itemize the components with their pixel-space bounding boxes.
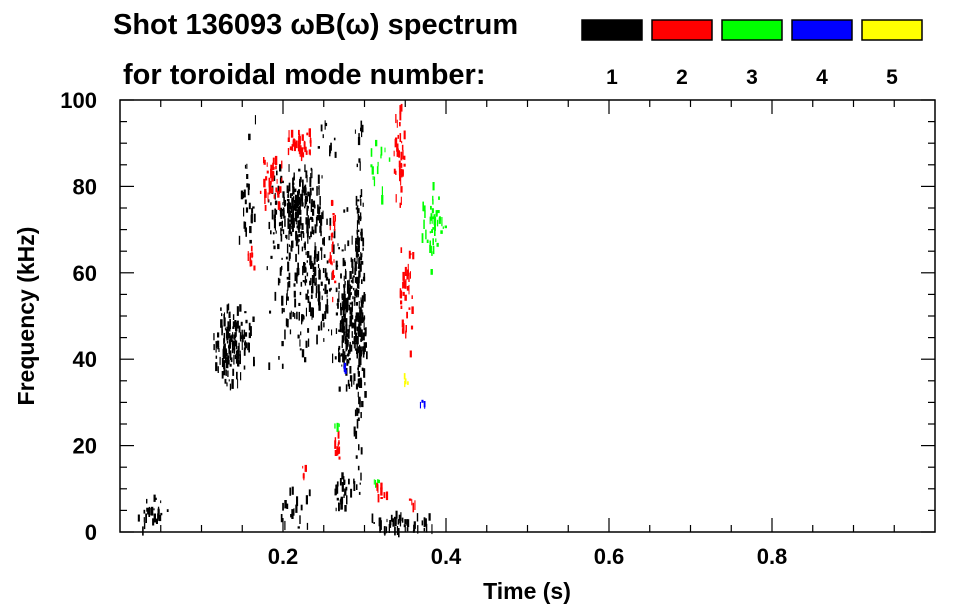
y-axis-label: Frequency (kHz)	[13, 227, 39, 406]
axis-ticks: 0.2 0.4 0.6 0.8 0 20 40 60 80 100	[60, 88, 935, 569]
mode-2-region-2	[247, 245, 256, 271]
x-axis-label: Time (s)	[483, 578, 571, 604]
mode-4-region-1	[419, 399, 426, 409]
y-tick-label: 80	[73, 174, 97, 199]
legend-label-4: 4	[816, 66, 828, 89]
legend-swatch-5	[861, 19, 923, 41]
mode-1-region-0	[137, 494, 169, 536]
plot-frame	[119, 99, 936, 533]
mode-1-region-2	[238, 115, 256, 245]
mode-1-region-6	[353, 120, 366, 495]
y-tick-label: 0	[85, 520, 97, 545]
mode-3-region-0	[370, 139, 391, 205]
y-tick-label: 40	[73, 347, 97, 372]
chart-title: Shot 136093 ωB(ω) spectrum	[113, 9, 518, 41]
mode-2-region-3	[328, 199, 337, 303]
series-mode-1	[137, 115, 433, 538]
x-tick-label: 0.2	[268, 544, 299, 569]
spectrogram-marks	[137, 103, 447, 538]
y-tick-label: 60	[73, 261, 97, 286]
legend-swatch-3	[721, 19, 783, 41]
mode-2-region-1	[287, 128, 312, 162]
mode-3-region-2	[334, 422, 340, 432]
legend-swatch-1	[581, 19, 643, 41]
legend-label-5: 5	[886, 66, 898, 89]
mode-5-region-0	[403, 373, 409, 388]
mode-2-region-6	[302, 464, 307, 481]
mode-1-region-7	[280, 486, 311, 531]
series-mode-3	[334, 139, 447, 488]
mode-2-region-0	[259, 155, 283, 211]
mode-1-region-8	[334, 472, 353, 512]
mode-2-region-8	[376, 482, 389, 503]
mode-1-region-4	[266, 198, 355, 370]
mode-1-region-10	[317, 120, 337, 158]
mode-3-region-3	[373, 479, 380, 488]
x-tick-label: 0.4	[431, 544, 462, 569]
x-tick-label: 0.6	[594, 544, 625, 569]
mode-2-region-4	[393, 103, 406, 208]
mode-2-region-9	[408, 498, 416, 513]
legend-label-2: 2	[676, 66, 688, 89]
mode-2-region-7	[334, 430, 341, 460]
mode-2-region-5	[399, 247, 415, 358]
series-mode-5	[403, 373, 409, 388]
series-mode-2	[247, 103, 416, 513]
x-tick-label: 0.8	[757, 544, 788, 569]
mode-3-region-1	[421, 182, 447, 275]
legend: 1 2 3 4 5	[581, 19, 923, 89]
chart-subtitle: for toroidal mode number:	[123, 59, 486, 91]
mode-1-region-1	[213, 303, 255, 391]
mode-1-region-3	[267, 164, 324, 258]
y-tick-label: 20	[73, 434, 97, 459]
series-mode-4	[343, 362, 426, 409]
legend-swatch-4	[791, 19, 853, 41]
mode-4-region-0	[343, 362, 347, 374]
legend-label-1: 1	[606, 66, 618, 89]
legend-swatch-2	[651, 19, 713, 41]
y-tick-label: 100	[60, 88, 97, 113]
mode-1-region-9	[371, 510, 433, 538]
legend-label-3: 3	[746, 66, 758, 89]
